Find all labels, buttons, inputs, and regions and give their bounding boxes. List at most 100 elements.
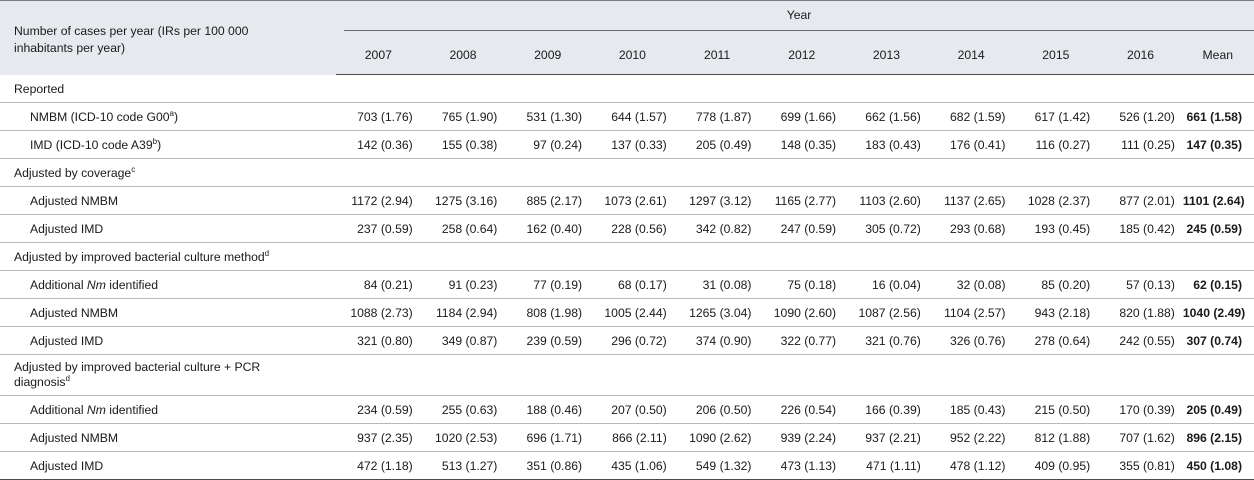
cell-2011: 31 (0.08) bbox=[702, 277, 752, 292]
cell-mean: 1040 (2.49) bbox=[1182, 305, 1246, 320]
cell-2015: 215 (0.50) bbox=[1034, 402, 1091, 417]
cell-2012: 699 (1.66) bbox=[780, 109, 837, 124]
cell-2011: 549 (1.32) bbox=[695, 458, 752, 473]
section-title: Adjusted by improved bacterial culture +… bbox=[14, 360, 261, 389]
row-label: Adjusted IMD bbox=[30, 333, 104, 348]
cell-2013: 1087 (2.56) bbox=[858, 305, 921, 320]
cell-2008: 1275 (3.16) bbox=[435, 193, 498, 208]
cell-2011: 778 (1.87) bbox=[695, 109, 752, 124]
section-row-coverage: Adjusted by coveragec bbox=[0, 159, 1254, 187]
cell-2012: 939 (2.24) bbox=[780, 430, 837, 445]
cell-2013: 183 (0.43) bbox=[865, 137, 921, 152]
cell-2015: 85 (0.20) bbox=[1041, 277, 1091, 292]
cell-2016: 185 (0.42) bbox=[1119, 221, 1175, 236]
cell-2012: 1090 (2.60) bbox=[773, 305, 837, 320]
cell-2008: 258 (0.64) bbox=[441, 221, 498, 236]
cell-2016: 57 (0.13) bbox=[1126, 277, 1175, 292]
cell-mean: 205 (0.49) bbox=[1186, 402, 1243, 417]
cell-2007: 1088 (2.73) bbox=[350, 305, 413, 320]
cell-2010: 1073 (2.61) bbox=[604, 193, 667, 208]
cell-2012: 473 (1.13) bbox=[780, 458, 837, 473]
table-row: Additional Nm identified 234 (0.59) 255 (… bbox=[0, 396, 1254, 424]
cell-2010: 68 (0.17) bbox=[617, 277, 667, 292]
cell-2009: 808 (1.98) bbox=[526, 305, 583, 320]
cell-2008: 155 (0.38) bbox=[441, 137, 498, 152]
cell-2007: 142 (0.36) bbox=[357, 137, 413, 152]
cell-mean: 450 (1.08) bbox=[1186, 458, 1243, 473]
cell-2009: 188 (0.46) bbox=[526, 402, 583, 417]
cell-2009: 531 (1.30) bbox=[526, 109, 583, 124]
cell-2007: 237 (0.59) bbox=[357, 221, 413, 236]
cell-mean: 661 (1.58) bbox=[1186, 109, 1243, 124]
cell-mean: 147 (0.35) bbox=[1186, 137, 1243, 152]
cell-2012: 75 (0.18) bbox=[787, 277, 837, 292]
table-row: Adjusted NMBM 937 (2.35) 1020 (2.53) 696 (… bbox=[0, 424, 1254, 452]
section-title: Reported bbox=[14, 81, 65, 96]
cell-2012: 247 (0.59) bbox=[780, 221, 837, 236]
cell-2013: 16 (0.04) bbox=[872, 277, 921, 292]
cell-2009: 351 (0.86) bbox=[526, 458, 583, 473]
cell-2011: 1265 (3.04) bbox=[689, 305, 752, 320]
cell-2008: 765 (1.90) bbox=[441, 109, 498, 124]
cell-2011: 205 (0.49) bbox=[695, 137, 752, 152]
cell-2014: 32 (0.08) bbox=[956, 277, 1006, 292]
table-row: Adjusted IMD 321 (0.80) 349 (0.87) 239 (0.… bbox=[0, 327, 1254, 355]
cell-2012: 148 (0.35) bbox=[780, 137, 837, 152]
row-label: Additional Nm identified bbox=[30, 277, 159, 292]
row-label: Adjusted NMBM bbox=[30, 193, 119, 208]
table-row: IMD (ICD-10 code A39b) 142 (0.36) 155 (0.… bbox=[0, 131, 1254, 159]
header-year-2010: 2010 bbox=[590, 35, 675, 75]
cell-2016: 526 (1.20) bbox=[1119, 109, 1175, 124]
cell-2010: 1005 (2.44) bbox=[604, 305, 667, 320]
cell-2009: 239 (0.59) bbox=[526, 333, 583, 348]
row-label: Adjusted NMBM bbox=[30, 305, 119, 320]
table-row: Adjusted NMBM 1172 (2.94) 1275 (3.16) 885 … bbox=[0, 187, 1254, 215]
row-label: Additional Nm identified bbox=[30, 402, 159, 417]
cell-2013: 1103 (2.60) bbox=[859, 193, 921, 208]
header-year-2009: 2009 bbox=[505, 35, 591, 75]
section-row-reported: Reported bbox=[0, 75, 1254, 103]
cell-2008: 349 (0.87) bbox=[441, 333, 498, 348]
row-label: NMBM (ICD-10 code G00a) bbox=[30, 108, 179, 124]
cell-2013: 305 (0.72) bbox=[865, 221, 921, 236]
cell-2013: 471 (1.11) bbox=[866, 458, 921, 473]
section-row-culture: Adjusted by improved bacterial culture m… bbox=[0, 243, 1254, 271]
cell-2007: 234 (0.59) bbox=[357, 402, 413, 417]
header-label-line1: Number of cases per year (IRs per 100 00… bbox=[14, 24, 249, 38]
cell-2008: 1184 (2.94) bbox=[435, 305, 498, 320]
cell-2016: 111 (0.25) bbox=[1121, 137, 1175, 152]
cell-mean: 62 (0.15) bbox=[1193, 277, 1243, 292]
cell-2012: 322 (0.77) bbox=[780, 333, 837, 348]
table-row: Additional Nm identified 84 (0.21) 91 (0.… bbox=[0, 271, 1254, 299]
cell-2009: 885 (2.17) bbox=[526, 193, 583, 208]
section-row-culture-pcr: Adjusted by improved bacterial culture +… bbox=[0, 355, 1254, 396]
cell-2010: 228 (0.56) bbox=[611, 221, 667, 236]
cell-2014: 1104 (2.57) bbox=[944, 305, 1006, 320]
cell-2014: 185 (0.43) bbox=[949, 402, 1006, 417]
cell-2011: 1090 (2.62) bbox=[689, 430, 752, 445]
cell-2014: 478 (1.12) bbox=[949, 458, 1006, 473]
cell-2012: 226 (0.54) bbox=[780, 402, 837, 417]
header-year-2014: 2014 bbox=[928, 35, 1014, 75]
cell-2014: 326 (0.76) bbox=[949, 333, 1006, 348]
header-year-2013: 2013 bbox=[844, 35, 929, 75]
cell-2007: 937 (2.35) bbox=[357, 430, 413, 445]
cell-2015: 409 (0.95) bbox=[1034, 458, 1091, 473]
table-row: NMBM (ICD-10 code G00a) 703 (1.76) 765 (1… bbox=[0, 103, 1254, 131]
cell-mean: 1101 (2.64) bbox=[1182, 193, 1245, 208]
cell-2007: 84 (0.21) bbox=[363, 277, 413, 292]
cell-mean: 245 (0.59) bbox=[1186, 221, 1243, 236]
cell-2016: 355 (0.81) bbox=[1119, 458, 1175, 473]
year-group-label: Year bbox=[786, 7, 812, 22]
cell-2007: 321 (0.80) bbox=[357, 333, 413, 348]
cell-2015: 617 (1.42) bbox=[1034, 109, 1091, 124]
cell-2009: 696 (1.71) bbox=[526, 430, 583, 445]
header-year-2016: 2016 bbox=[1098, 35, 1183, 75]
cell-2012: 1165 (2.77) bbox=[774, 193, 837, 208]
cell-2009: 162 (0.40) bbox=[526, 221, 583, 236]
header-mean: Mean bbox=[1182, 35, 1254, 75]
cell-2015: 193 (0.45) bbox=[1034, 221, 1091, 236]
cell-2007: 703 (1.76) bbox=[357, 109, 413, 124]
